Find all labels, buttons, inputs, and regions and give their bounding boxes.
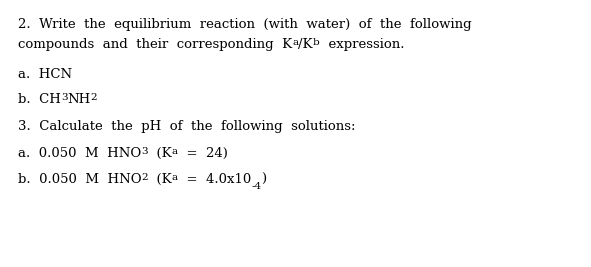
Text: 3: 3 [141,147,148,156]
Text: (K: (K [148,173,172,186]
Text: a: a [171,147,178,156]
Text: =  24): = 24) [178,147,228,160]
Text: a: a [172,172,178,182]
Text: =  4.0x10: = 4.0x10 [178,173,251,186]
Text: b.  CH: b. CH [18,93,61,106]
Text: /K: /K [298,38,313,51]
Text: b: b [313,38,320,46]
Text: 2.  Write  the  equilibrium  reaction  (with  water)  of  the  following: 2. Write the equilibrium reaction (with … [18,18,472,31]
Text: 3: 3 [61,93,67,101]
Text: 2: 2 [91,93,98,101]
Text: a.  HCN: a. HCN [18,68,72,81]
Text: compounds  and  their  corresponding  K: compounds and their corresponding K [18,38,292,51]
Text: -4: -4 [251,182,261,191]
Text: 3.  Calculate  the  pH  of  the  following  solutions:: 3. Calculate the pH of the following sol… [18,120,356,133]
Text: 2: 2 [142,172,148,182]
Text: a: a [292,38,298,46]
Text: b.  0.050  M  HNO: b. 0.050 M HNO [18,173,142,186]
Text: NH: NH [67,93,91,106]
Text: ): ) [261,173,267,186]
Text: (K: (K [148,147,171,160]
Text: expression.: expression. [320,38,404,51]
Text: a.  0.050  M  HNO: a. 0.050 M HNO [18,147,141,160]
